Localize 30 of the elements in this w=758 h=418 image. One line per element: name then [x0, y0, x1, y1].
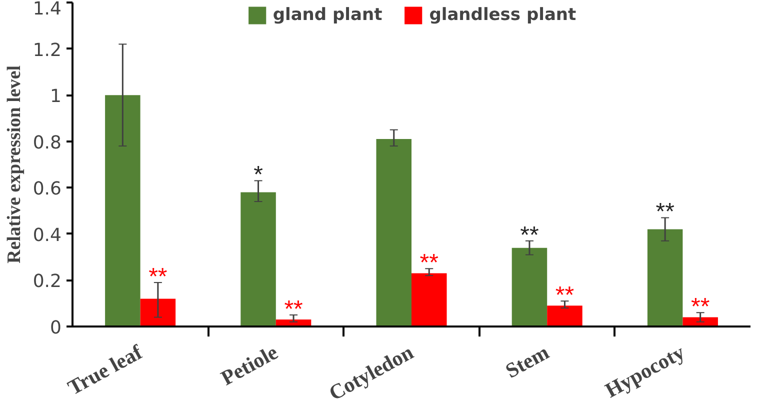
bar: [412, 273, 447, 326]
data-label: **: [284, 296, 303, 323]
bar: [512, 248, 548, 326]
data-label: **: [555, 282, 574, 310]
y-tick-label: 0: [50, 318, 62, 338]
y-tick-label: 1.2: [32, 40, 62, 61]
data-label: **: [420, 250, 438, 277]
data-label: **: [690, 294, 710, 321]
legend-label: gland plant: [272, 5, 382, 25]
data-label: **: [656, 198, 674, 226]
x-tick-label: True leaf: [64, 339, 147, 400]
data-label: **: [148, 264, 168, 291]
y-tick-label: 1: [50, 86, 62, 108]
legend-label: glandless plant: [429, 5, 576, 25]
y-tick-label: 0.4: [32, 224, 62, 246]
bar: [647, 229, 683, 326]
bar: [105, 95, 140, 326]
y-tick-label: 0.2: [32, 271, 62, 292]
y-tick-label: 1.4: [32, 0, 62, 20]
data-label: **: [520, 222, 539, 249]
bar: [376, 139, 412, 326]
bar: [240, 192, 276, 326]
bar: [140, 298, 176, 326]
y-tick-label: 0.6: [32, 178, 62, 200]
y-axis-title: Relative expression level: [4, 65, 25, 264]
y-tick-label: 0.8: [32, 132, 62, 154]
bar: [547, 306, 582, 326]
data-label: *: [254, 162, 263, 189]
x-tick-label: Stem: [501, 340, 554, 383]
bar: [682, 317, 718, 326]
